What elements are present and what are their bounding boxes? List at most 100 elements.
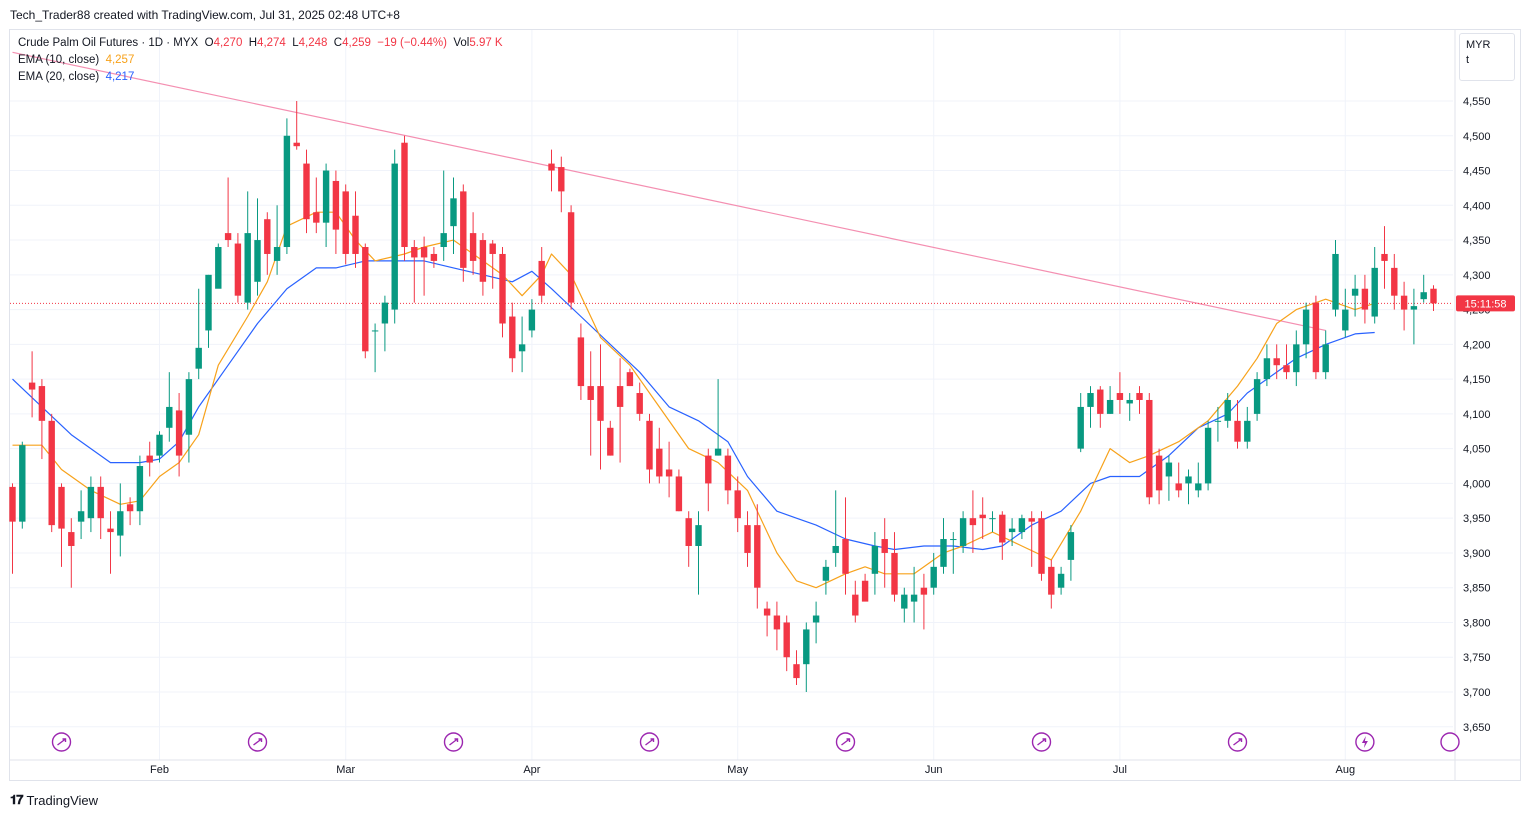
candle-body[interactable] [68,532,75,546]
candle-body[interactable] [1400,295,1408,310]
legend-ema10-row[interactable]: EMA (10, close) 4,257 [18,52,503,69]
candle-body[interactable] [1371,267,1378,317]
candle-body[interactable] [293,142,300,147]
candle-body[interactable] [420,247,428,258]
candle-body[interactable] [979,514,986,519]
candle-body[interactable] [969,518,977,526]
candle-body[interactable] [479,240,487,282]
candle-body[interactable] [401,142,408,248]
candle-body[interactable] [959,518,967,546]
candle-body[interactable] [97,486,104,519]
candle-body[interactable] [744,525,751,553]
candle-body[interactable] [254,240,261,282]
candle-body[interactable] [734,490,741,519]
candle-body[interactable] [322,170,330,223]
candle-body[interactable] [1244,420,1251,442]
candle-body[interactable] [1234,420,1241,442]
candle-body[interactable] [264,219,271,254]
candle-body[interactable] [175,410,183,456]
candle-body[interactable] [371,330,379,332]
candle-body[interactable] [1067,532,1075,560]
candle-body[interactable] [195,347,202,369]
candle-body[interactable] [822,566,830,581]
candle-body[interactable] [1214,420,1222,422]
candle-body[interactable] [891,552,898,595]
candle-body[interactable] [714,448,722,456]
candle-body[interactable] [509,316,516,359]
candle-body[interactable] [107,528,114,533]
candle-body[interactable] [342,191,349,254]
candle-body[interactable] [1381,253,1388,261]
candle-body[interactable] [303,163,310,220]
candle-body[interactable] [1097,389,1104,414]
candle-body[interactable] [793,664,800,679]
candle-body[interactable] [852,594,859,616]
footer-brand[interactable]: 𝟏𝟕 TradingView [10,792,98,808]
candle-body[interactable] [1165,462,1173,477]
ema10-line[interactable] [12,211,1375,589]
candle-body[interactable] [763,608,771,616]
candle-body[interactable] [450,198,457,227]
candle-body[interactable] [842,539,849,574]
candle-body[interactable] [430,253,438,261]
candle-body[interactable] [332,180,340,230]
candle-body[interactable] [783,622,790,658]
candle-body[interactable] [489,243,496,254]
candle-body[interactable] [587,386,594,400]
candle-body[interactable] [705,455,712,484]
candle-body[interactable] [1283,365,1290,373]
candle-body[interactable] [695,525,702,546]
candle-body[interactable] [87,486,95,519]
candle-body[interactable] [1126,399,1133,404]
candle-body[interactable] [166,406,173,428]
candle-body[interactable] [577,337,585,387]
candle-body[interactable] [273,247,281,261]
candle-body[interactable] [930,566,937,588]
candle-body[interactable] [1146,399,1153,498]
candle-body[interactable] [754,525,761,588]
candle-body[interactable] [812,615,820,623]
candle-body[interactable] [117,511,124,536]
candle-body[interactable] [381,302,389,324]
candle-body[interactable] [77,511,85,522]
candle-body[interactable] [1263,358,1271,380]
candle-body[interactable] [460,191,467,268]
candle-body[interactable] [910,594,918,602]
candle-body[interactable] [411,247,418,258]
candle-body[interactable] [607,427,614,456]
candle-body[interactable] [656,448,663,477]
candle-body[interactable] [244,233,251,303]
candle-body[interactable] [1322,344,1329,373]
candle-body[interactable] [773,615,781,630]
candle-body[interactable] [1420,292,1427,300]
candle-body[interactable] [675,476,683,512]
candle-body[interactable] [362,247,369,352]
candle-body[interactable] [205,274,212,331]
candle-body[interactable] [283,135,291,248]
candle-body[interactable] [1116,393,1124,400]
candle-body[interactable] [665,469,673,477]
candle-body[interactable] [999,514,1006,543]
candle-body[interactable] [1106,399,1114,414]
candle-body[interactable] [881,539,888,553]
candle-body[interactable] [558,167,565,192]
candle-body[interactable] [38,386,46,421]
candle-body[interactable] [1018,518,1026,533]
candle-body[interactable] [1430,288,1437,304]
candle-body[interactable] [538,260,545,296]
candle-body[interactable] [1028,518,1035,522]
candle-body[interactable] [950,539,957,541]
candle-body[interactable] [871,545,879,574]
candle-body[interactable] [1410,306,1418,310]
candle-body[interactable] [1273,358,1280,366]
candle-body[interactable] [1391,267,1398,296]
candle-body[interactable] [1195,483,1202,491]
candle-body[interactable] [1342,309,1349,331]
candle-body[interactable] [1361,288,1369,310]
candle-body[interactable] [1155,455,1163,491]
candle-body[interactable] [646,420,653,470]
ema20-line[interactable] [12,260,1375,551]
candle-body[interactable] [1312,302,1320,373]
candle-body[interactable] [861,580,869,602]
